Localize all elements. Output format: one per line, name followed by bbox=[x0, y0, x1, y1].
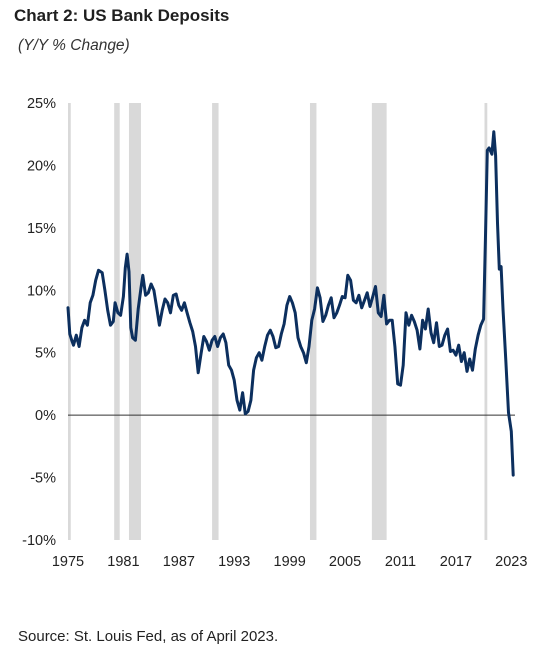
x-tick-label: 1993 bbox=[218, 554, 250, 570]
y-tick-label: 25% bbox=[27, 96, 56, 112]
deposits-series-line bbox=[66, 130, 515, 477]
recession-bands bbox=[68, 103, 488, 540]
y-tick-label: 0% bbox=[35, 408, 56, 424]
chart-title: Chart 2: US Bank Deposits bbox=[14, 6, 230, 25]
y-tick-label: 15% bbox=[27, 221, 56, 237]
chart-subtitle: (Y/Y % Change) bbox=[18, 37, 130, 54]
y-axis-ticks: -10% -5% 0% 5% 10% 15% 20% 25% bbox=[22, 96, 56, 549]
y-tick-label: 20% bbox=[27, 158, 56, 174]
recession-band bbox=[114, 103, 120, 540]
x-tick-label: 2023 bbox=[495, 554, 527, 570]
x-tick-label: 2005 bbox=[329, 554, 361, 570]
y-tick-label: 5% bbox=[35, 346, 56, 362]
recession-band bbox=[309, 103, 317, 540]
x-tick-label: 1999 bbox=[274, 554, 306, 570]
y-tick-label: -5% bbox=[30, 471, 56, 487]
x-tick-label: 1987 bbox=[163, 554, 195, 570]
x-axis-ticks: 1975 1981 1987 1993 1999 2005 2011 2017 2023 bbox=[52, 554, 528, 570]
recession-band bbox=[212, 103, 219, 540]
y-tick-label: 10% bbox=[27, 283, 56, 299]
recession-band bbox=[128, 103, 141, 540]
x-tick-label: 1975 bbox=[52, 554, 84, 570]
x-tick-label: 2017 bbox=[440, 554, 472, 570]
x-tick-label: 2011 bbox=[385, 554, 416, 570]
recession-band bbox=[484, 103, 488, 540]
source-note: Source: St. Louis Fed, as of April 2023. bbox=[18, 628, 279, 645]
recession-band bbox=[371, 103, 387, 540]
x-tick-label: 1981 bbox=[107, 554, 139, 570]
y-tick-label: -10% bbox=[22, 533, 56, 549]
